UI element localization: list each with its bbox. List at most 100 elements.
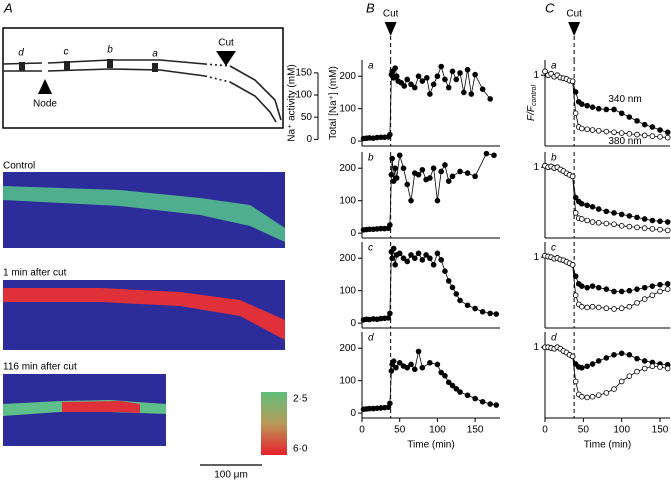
data-point (464, 170, 471, 176)
data-point (408, 361, 414, 368)
data-point (392, 165, 398, 172)
data-point (434, 250, 441, 257)
data-point (603, 355, 610, 361)
data-point (584, 202, 590, 209)
data-point (664, 365, 671, 372)
y-axis-label: Total [Na⁺] (mM) (328, 66, 339, 140)
data-point (626, 131, 633, 137)
data-point (579, 364, 585, 371)
site-label: a (152, 49, 158, 60)
data-point (442, 373, 448, 379)
data-point (626, 223, 633, 230)
data-point (445, 379, 452, 386)
data-point (569, 353, 576, 360)
data-point (618, 211, 625, 218)
data-point (487, 310, 493, 317)
data-point (595, 304, 602, 311)
data-point (589, 219, 596, 225)
data-point (434, 361, 441, 368)
cut-label: Cut (566, 9, 582, 20)
data-point (396, 360, 403, 366)
scale-label: 100 μm (214, 470, 248, 481)
panel-label: C (545, 0, 555, 15)
data-point (423, 252, 429, 258)
data-point (438, 63, 444, 70)
data-point (649, 292, 656, 299)
data-point (404, 364, 411, 371)
y-tick-label: 100 (339, 285, 356, 296)
cut-arrow (216, 51, 236, 66)
data-point (649, 124, 656, 130)
data-point (408, 197, 414, 204)
data-point (634, 355, 640, 362)
data-point (641, 132, 648, 139)
site-label: d (18, 48, 24, 59)
data-point (487, 96, 493, 102)
data-point (445, 84, 452, 91)
data-point (589, 361, 596, 367)
colorbar-label: 6·0 (293, 444, 308, 455)
data-point (603, 390, 610, 396)
data-point (603, 220, 610, 227)
y-tick-label: 100 (339, 195, 356, 206)
axon-image (3, 186, 285, 242)
y-tick-label: 0 (350, 318, 356, 329)
data-point (569, 173, 576, 180)
data-point (493, 311, 500, 317)
data-point (618, 350, 625, 357)
series-line (544, 255, 668, 310)
data-point (457, 297, 463, 304)
site-label: c (64, 47, 69, 58)
data-point (595, 358, 602, 364)
data-point (664, 129, 671, 136)
series-line (363, 153, 495, 231)
data-point (634, 300, 640, 306)
y-tick-label: 200 (339, 343, 356, 354)
x-tick-label: 0 (359, 425, 365, 436)
data-point (595, 206, 602, 212)
y2-axis-label: Na⁺ activity (mM) (287, 64, 298, 142)
data-point (618, 378, 625, 385)
data-point (415, 73, 422, 80)
data-point (595, 219, 602, 226)
data-point (664, 134, 671, 141)
data-point (641, 225, 648, 231)
data-point (479, 308, 486, 315)
data-point (453, 76, 460, 83)
data-point (449, 173, 456, 180)
panel-label: A (3, 0, 13, 15)
data-point (449, 68, 456, 75)
data-point (657, 127, 663, 133)
y2-tick-label: 150 (295, 67, 312, 78)
data-point (411, 255, 418, 262)
data-point (393, 364, 399, 371)
data-point (393, 73, 400, 80)
data-point (387, 222, 393, 228)
data-point (626, 114, 633, 120)
data-point (419, 167, 426, 173)
data-point (664, 286, 671, 292)
data-point (634, 286, 640, 292)
data-point (419, 364, 426, 371)
data-point (657, 226, 663, 233)
data-point (595, 127, 602, 134)
data-point (589, 127, 596, 133)
data-point (649, 133, 656, 139)
data-point (641, 358, 648, 364)
data-point (400, 255, 407, 262)
y-axis-label-text: Total [Na⁺] (mM) (328, 66, 339, 140)
data-point (664, 227, 671, 234)
data-point (579, 303, 585, 310)
data-point (657, 281, 663, 288)
data-point (603, 305, 610, 312)
data-point (664, 281, 671, 287)
data-point (427, 91, 433, 97)
data-point (626, 303, 633, 310)
series-line (544, 71, 668, 139)
x-tick-label: 100 (613, 425, 630, 436)
data-point (584, 304, 590, 311)
series-label: 340 nm (608, 94, 641, 105)
data-point (542, 68, 548, 75)
data-point (589, 203, 596, 210)
data-point (457, 168, 463, 175)
